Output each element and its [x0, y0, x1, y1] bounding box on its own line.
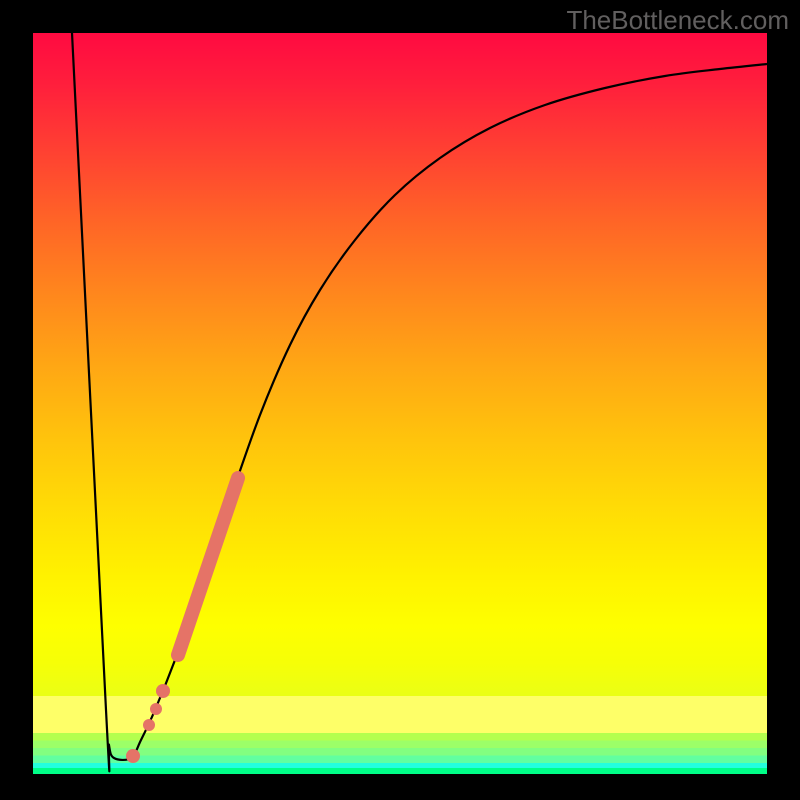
chart-stage: TheBottleneck.com	[0, 0, 800, 800]
highlight-dot	[126, 749, 140, 763]
watermark-text: TheBottleneck.com	[566, 5, 789, 36]
highlight-dot	[156, 684, 170, 698]
highlight-dot	[143, 719, 155, 731]
bottleneck-curve-chart	[0, 0, 800, 800]
gradient-background	[33, 33, 767, 774]
highlight-dot	[150, 703, 162, 715]
